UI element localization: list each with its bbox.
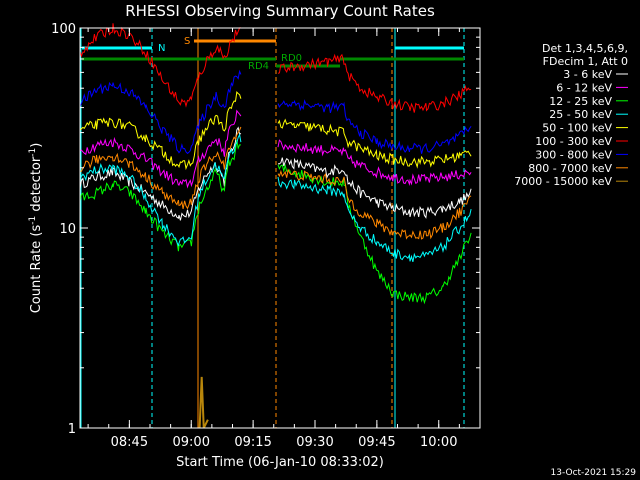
y-axis-label: Count Rate (s-1 detector-1): [28, 143, 44, 314]
legend-label-4: 50 - 100 keV: [542, 122, 612, 135]
series-3: [79, 133, 472, 263]
legend-label-8: 7000 - 15000 keV: [514, 175, 612, 188]
series-line-2-b: [277, 163, 472, 305]
legend-label-5: 100 - 300 keV: [535, 135, 612, 148]
render-timestamp: 13-Oct-2021 15:29: [551, 468, 637, 478]
x-tick-label-5: 10:00: [420, 435, 457, 450]
series-line-7-b: [277, 168, 472, 240]
x-tick-label-1: 09:00: [173, 435, 210, 450]
legend-label-6: 300 - 800 keV: [535, 148, 612, 161]
x-tick-label-2: 09:15: [234, 435, 271, 450]
x-tick-label-0: 08:45: [111, 435, 148, 450]
legend: Det 1,3,4,5,6,9,FDecim 1, Att 03 - 6 keV…: [514, 42, 628, 188]
series-line-6-b: [277, 99, 472, 154]
series-line-3-a: [79, 133, 242, 247]
annotation-rd4: RD4: [248, 61, 269, 72]
x-tick-label-3: 09:30: [296, 435, 333, 450]
x-axis-label: Start Time (06-Jan-10 08:33:02): [176, 455, 384, 470]
legend-header-1: FDecim 1, Att 0: [543, 55, 628, 68]
annotation-rd0: RD0: [281, 53, 302, 64]
series-line-6-a: [79, 69, 242, 155]
legend-label-3: 25 - 50 keV: [549, 108, 612, 121]
legend-header-0: Det 1,3,4,5,6,9,: [542, 42, 628, 55]
series-line-4-a: [79, 90, 242, 171]
series-line-1-b: [277, 139, 472, 187]
legend-label-2: 12 - 25 keV: [549, 95, 612, 108]
series-line-8: [198, 376, 209, 429]
annotation-n: N: [158, 43, 165, 54]
series-2: [79, 140, 472, 305]
series-1: [79, 109, 472, 189]
plot-area: N S RD4 RD0: [79, 23, 472, 429]
series-4: [79, 90, 472, 171]
x-tick-label-4: 09:45: [358, 435, 395, 450]
y-tick-label-0: 1: [68, 422, 76, 437]
series-line-7-a: [79, 126, 242, 210]
legend-label-7: 800 - 7000 keV: [528, 162, 612, 175]
series-line-3-b: [277, 176, 472, 263]
axis-ticks: 08:45 09:00 09:15 09:30 09:45 10:00 1 10 100: [51, 22, 481, 450]
chart-title: RHESSI Observing Summary Count Rates: [125, 2, 435, 20]
series-line-1-a: [79, 109, 242, 189]
legend-label-0: 3 - 6 keV: [563, 68, 612, 81]
annotation-s: S: [184, 36, 190, 47]
y-tick-label-2: 100: [51, 22, 76, 37]
series-7: [79, 126, 472, 240]
series-line-4-b: [277, 118, 472, 169]
legend-label-1: 6 - 12 keV: [556, 81, 612, 94]
series-8: [198, 376, 209, 429]
series-line-2-a: [79, 140, 241, 252]
series-line-0-b: [277, 157, 472, 219]
y-tick-label-1: 10: [59, 222, 76, 237]
series-line-5-b: [277, 53, 472, 113]
series-6: [79, 69, 472, 155]
